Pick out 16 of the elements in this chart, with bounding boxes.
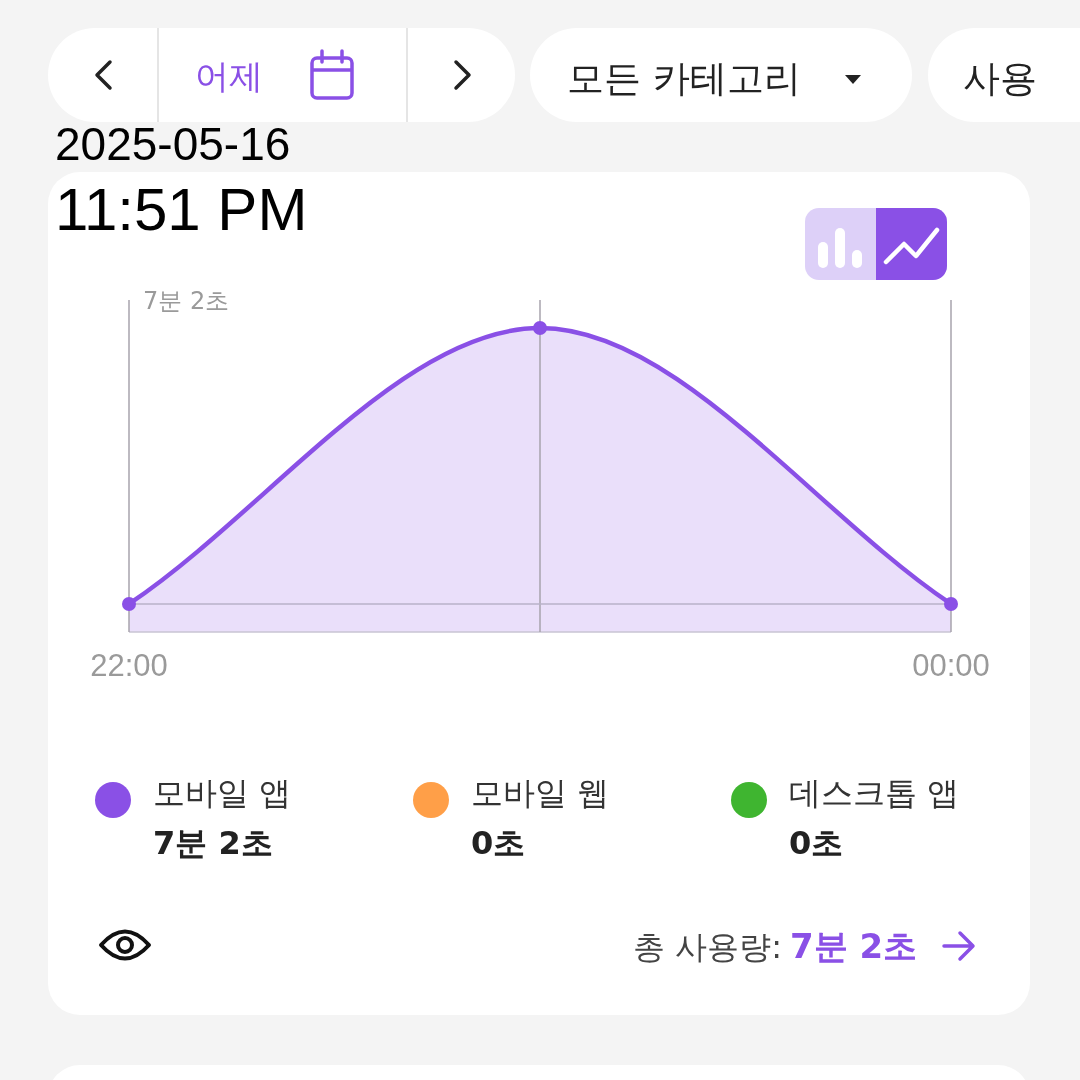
filter-label: 사용	[963, 57, 1037, 100]
total-value-label: 7분 2초	[790, 926, 918, 966]
legend-label: 모바일 웹	[471, 774, 610, 812]
legend-value-label: 7분 2초	[153, 824, 273, 862]
axis-top-label: 7분 2초	[143, 287, 230, 315]
legend-value-label: 0초	[789, 824, 844, 862]
x-tick-label: 00:00	[912, 648, 990, 683]
legend-label: 데스크톱 앱	[789, 774, 960, 812]
time-label: 11:51 PM	[55, 176, 308, 243]
total-label: 총 사용량:	[633, 928, 782, 966]
legend-value-label: 0초	[471, 824, 526, 862]
legend-label: 모바일 앱	[153, 774, 292, 812]
date-label: 2025-05-16	[55, 118, 291, 170]
x-tick-label: 22:00	[90, 648, 168, 683]
category-label: 모든 카테고리	[567, 57, 801, 100]
day-label: 어제	[195, 56, 263, 96]
